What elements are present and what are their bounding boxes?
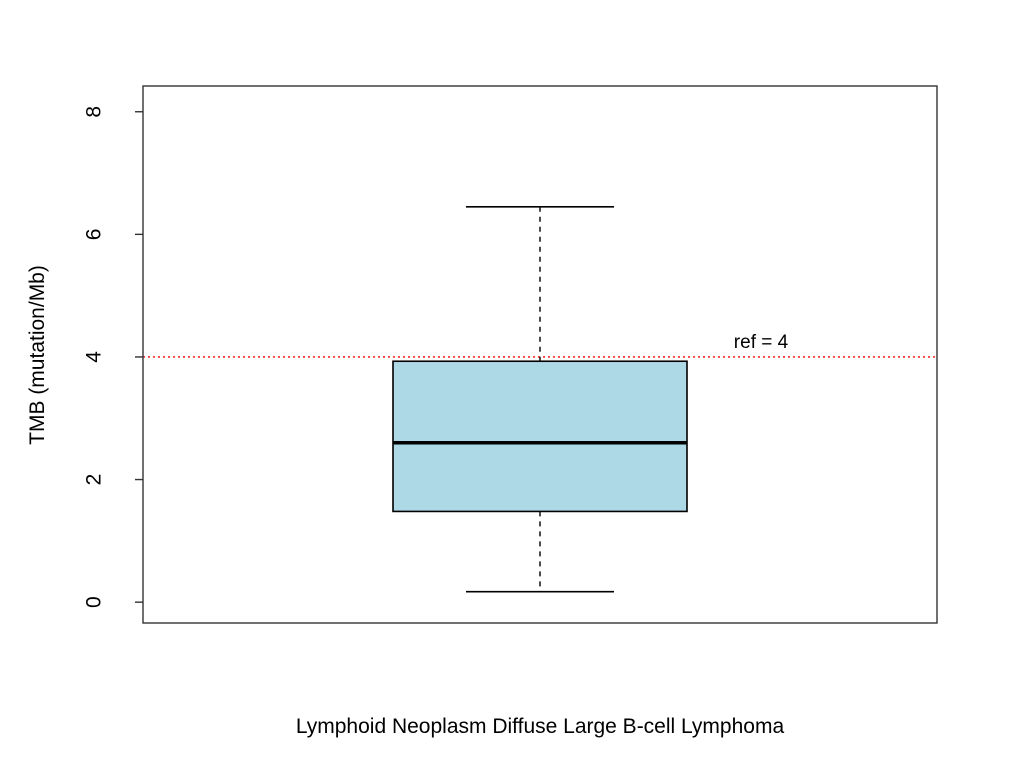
plot-border	[142, 85, 938, 624]
y-tick-label: 0	[83, 596, 106, 608]
ref-line-label: ref = 4	[734, 332, 789, 353]
y-tick-label: 2	[83, 474, 106, 486]
x-axis-title: Lymphoid Neoplasm Diffuse Large B-cell L…	[296, 715, 785, 738]
y-axis-tick-labels: 0 2 4 6 8	[83, 106, 106, 608]
y-tick-label: 8	[83, 106, 106, 118]
plot-geometry	[135, 85, 938, 624]
iqr-box	[392, 360, 688, 513]
y-tick-label: 4	[83, 351, 106, 363]
y-axis-title: TMB (mutation/Mb)	[26, 265, 49, 445]
y-tick-label: 6	[83, 229, 106, 241]
